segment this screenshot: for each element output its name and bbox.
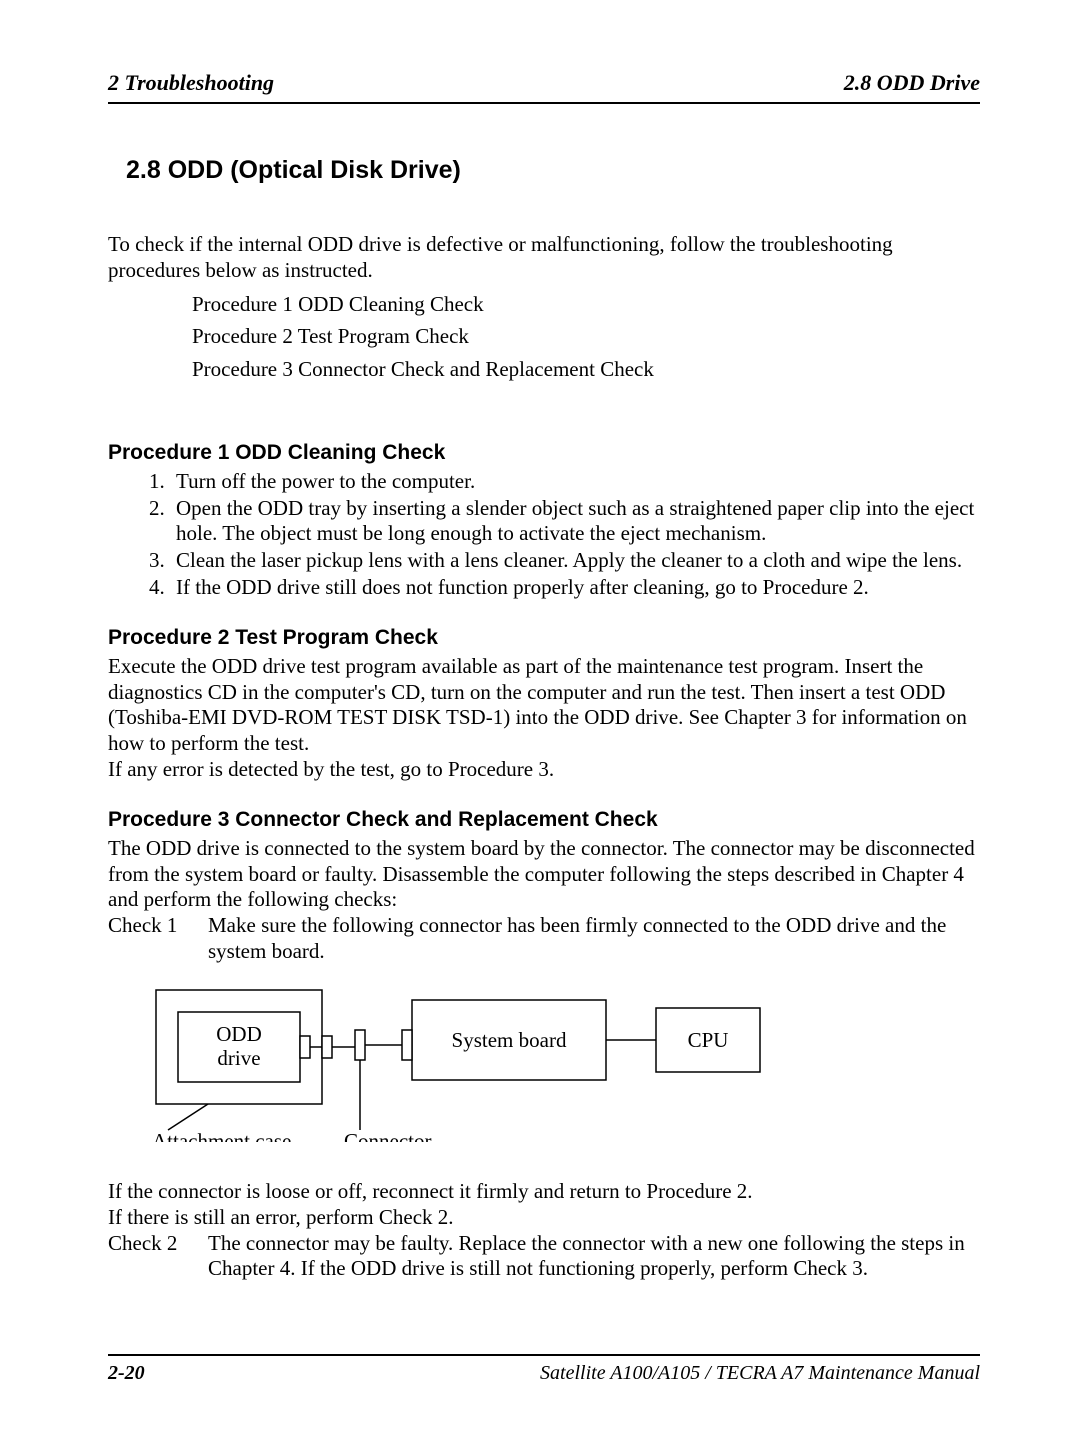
procedure-2-body: Execute the ODD drive test program avail… (108, 654, 980, 756)
header-right: 2.8 ODD Drive (844, 70, 980, 96)
check-2-row: Check 2 The connector may be faulty. Rep… (108, 1231, 980, 1282)
check-1-body: Make sure the following connector has be… (208, 913, 980, 964)
section-title: 2.8 ODD (Optical Disk Drive) (126, 156, 980, 185)
check-2-body: The connector may be faulty. Replace the… (208, 1231, 980, 1282)
list-item: Open the ODD tray by inserting a slender… (170, 496, 980, 547)
svg-text:Attachment case: Attachment case (152, 1129, 291, 1142)
footer-page-number: 2-20 (108, 1362, 145, 1385)
page-footer: 2-20 Satellite A100/A105 / TECRA A7 Main… (108, 1354, 980, 1385)
procedure-2-body-2: If any error is detected by the test, go… (108, 757, 980, 783)
post-diagram-2: If there is still an error, perform Chec… (108, 1205, 980, 1231)
check-1-label: Check 1 (108, 913, 208, 964)
list-item: Clean the laser pickup lens with a lens … (170, 548, 980, 574)
post-diagram-1: If the connector is loose or off, reconn… (108, 1179, 980, 1205)
procedure-3-heading: Procedure 3 Connector Check and Replacem… (108, 808, 980, 832)
procedure-1-list: Turn off the power to the computer. Open… (170, 469, 980, 600)
connector-diagram: ODDdrive System board CPU Attachment case Co… (148, 982, 980, 1147)
procedure-3-intro: The ODD drive is connected to the system… (108, 836, 980, 913)
proc-summary-item: Procedure 3 Connector Check and Replacem… (192, 353, 980, 386)
list-item: Turn off the power to the computer. (170, 469, 980, 495)
svg-text:Connector: Connector (344, 1129, 431, 1142)
proc-summary-item: Procedure 2 Test Program Check (192, 320, 980, 353)
procedure-2-heading: Procedure 2 Test Program Check (108, 626, 980, 650)
svg-text:CPU: CPU (688, 1028, 729, 1052)
footer-manual-title: Satellite A100/A105 / TECRA A7 Maintenan… (540, 1362, 980, 1385)
check-1-row: Check 1 Make sure the following connecto… (108, 913, 980, 964)
procedure-summary-list: Procedure 1 ODD Cleaning Check Procedure… (192, 288, 980, 386)
check-2-label: Check 2 (108, 1231, 208, 1282)
page-header: 2 Troubleshooting 2.8 ODD Drive (108, 70, 980, 104)
page: 2 Troubleshooting 2.8 ODD Drive 2.8 ODD … (0, 0, 1080, 1445)
intro-paragraph: To check if the internal ODD drive is de… (108, 231, 980, 284)
svg-text:ODDdrive: ODDdrive (216, 1022, 262, 1070)
list-item: If the ODD drive still does not function… (170, 575, 980, 601)
diagram-svg: ODDdrive System board CPU Attachment case Co… (148, 982, 768, 1142)
procedure-1-heading: Procedure 1 ODD Cleaning Check (108, 441, 980, 465)
svg-text:System board: System board (452, 1028, 567, 1052)
header-left: 2 Troubleshooting (108, 70, 274, 96)
proc-summary-item: Procedure 1 ODD Cleaning Check (192, 288, 980, 321)
